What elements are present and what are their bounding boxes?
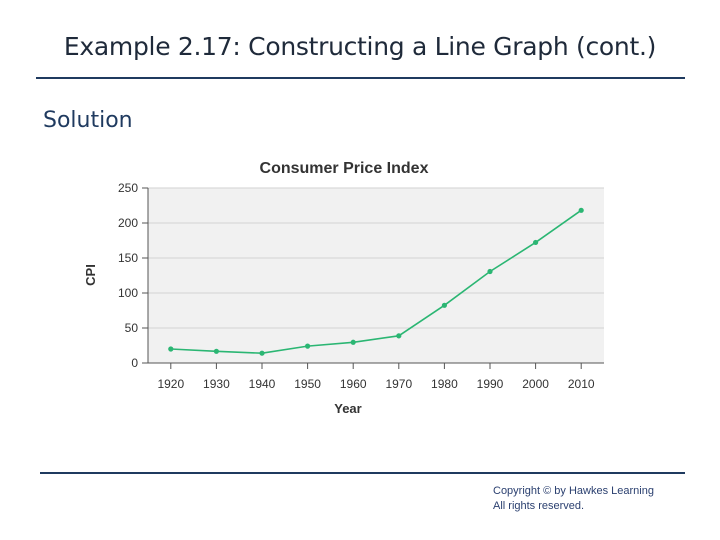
copyright-line-1: Copyright © by Hawkes Learning xyxy=(493,485,654,497)
data-point-1920 xyxy=(168,346,174,352)
x-tick-label-1990: 1990 xyxy=(477,377,504,391)
data-point-1940 xyxy=(259,350,265,356)
series-line-0 xyxy=(170,209,582,355)
data-point-1930 xyxy=(213,348,219,354)
x-axis-label: Year xyxy=(334,401,361,416)
y-tick-label-150: 150 xyxy=(118,251,138,265)
y-tick-label-50: 50 xyxy=(125,321,139,335)
data-point-1990 xyxy=(487,268,493,275)
x-tick-label-1930: 1930 xyxy=(203,377,230,391)
x-tick-label-1950: 1950 xyxy=(294,377,321,391)
x-tick-label-1970: 1970 xyxy=(385,377,412,391)
y-tick-label-100: 100 xyxy=(118,286,138,300)
title-divider xyxy=(36,77,685,79)
copyright-notice: Copyright © by Hawkes Learning All right… xyxy=(493,484,654,514)
data-point-2000 xyxy=(533,239,539,246)
data-point-1950 xyxy=(305,343,311,349)
y-tick-label-200: 200 xyxy=(118,216,138,230)
data-point-1970 xyxy=(396,333,402,339)
y-tick-label-250: 250 xyxy=(118,181,138,195)
copyright-line-2: All rights reserved. xyxy=(493,500,585,512)
footer-divider xyxy=(40,472,685,474)
y-tick-label-0: 0 xyxy=(131,356,138,370)
data-point-1980 xyxy=(441,302,447,308)
x-tick-label-1960: 1960 xyxy=(340,377,367,391)
chart-title: Consumer Price Index xyxy=(260,160,429,177)
data-point-2010 xyxy=(578,207,584,213)
data-point-1960 xyxy=(350,339,356,345)
x-tick-label-1980: 1980 xyxy=(431,377,458,391)
plot-area xyxy=(148,188,604,363)
x-tick-label-1940: 1940 xyxy=(249,377,276,391)
x-tick-label-1920: 1920 xyxy=(157,377,184,391)
solution-heading: Solution xyxy=(43,108,133,133)
x-tick-label-2010: 2010 xyxy=(568,377,595,391)
y-axis-label: CPI xyxy=(83,264,98,286)
slide-title: Example 2.17: Constructing a Line Graph … xyxy=(63,32,657,61)
x-tick-label-2000: 2000 xyxy=(522,377,549,391)
